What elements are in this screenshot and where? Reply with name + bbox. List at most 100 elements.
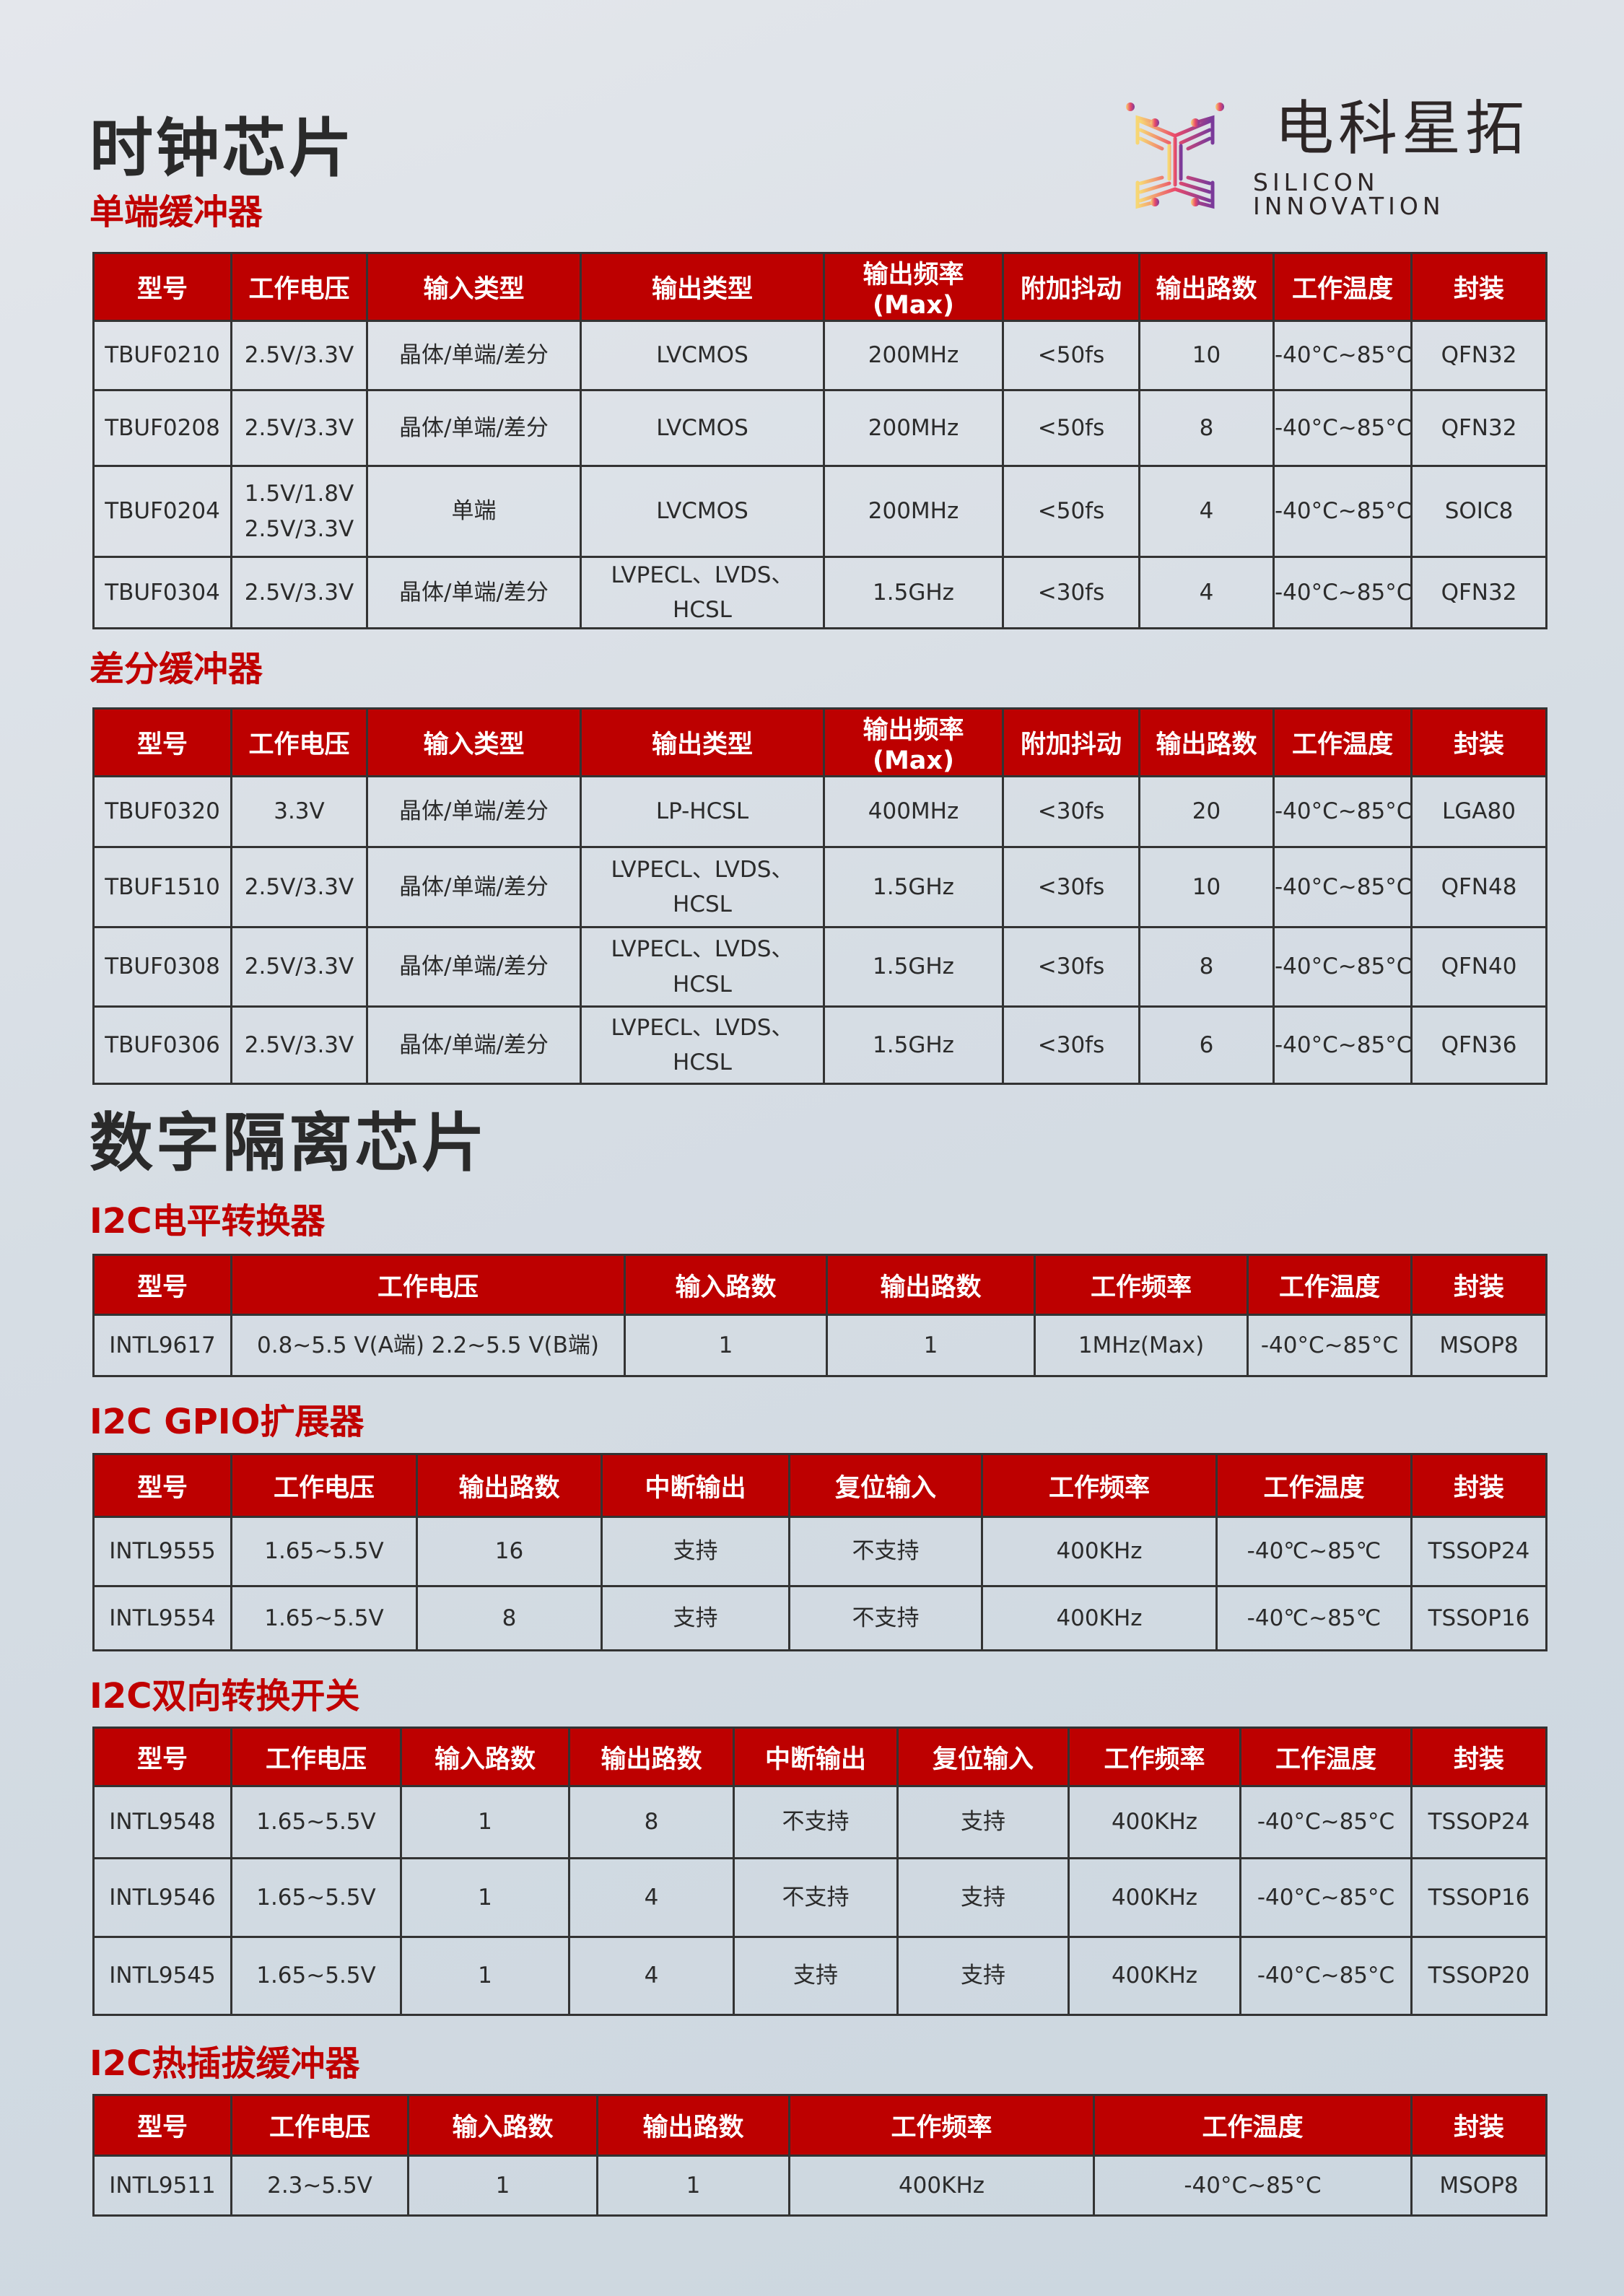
table-cell: 1 xyxy=(400,1857,570,1938)
table-header-row: 型号 工作电压 输入路数 输出路数 工作频率 工作温度 封装 xyxy=(92,2094,1547,2157)
table-header-row: 型号 工作电压 输入类型 输出类型 输出频率(Max) 附加抖动 输出路数 工作温度 封装 xyxy=(92,707,1547,777)
column-header: 工作温度 xyxy=(1093,2094,1413,2157)
table-cell: 4 xyxy=(1138,555,1275,630)
table-cell: 2.5V/3.3V xyxy=(230,389,368,467)
column-header: 输出类型 xyxy=(580,252,825,322)
table-cell: 1.65~5.5V xyxy=(230,1936,402,2016)
table-cell: 400KHz xyxy=(981,1585,1218,1651)
table-row: TBUF0320 3.3V 晶体/单端/差分 LP-HCSL 400MHz <30fs 20… xyxy=(92,775,1547,848)
table-cell: TBUF0204 xyxy=(92,465,232,558)
table-cell: 晶体/单端/差分 xyxy=(366,926,582,1008)
table-cell: LVCMOS xyxy=(580,389,825,467)
table-cell: 1 xyxy=(400,1936,570,2016)
spec-table: 型号 工作电压 输入类型 输出类型 输出频率(Max) 附加抖动 输出路数 工作温度 封装 TBU… xyxy=(92,252,1547,630)
table-cell: 1.65~5.5V xyxy=(230,1785,402,1859)
column-header: 工作电压 xyxy=(230,252,368,322)
table-cell: INTL9555 xyxy=(92,1516,232,1587)
table-cell: TSSOP20 xyxy=(1410,1936,1547,2016)
table-cell: LVPECL、LVDS、HCSL xyxy=(580,555,825,630)
table-row: INTL9545 1.65~5.5V 1 4 支持 支持 400KHz -40°C~85°C T… xyxy=(92,1936,1547,2016)
table-cell: 支持 xyxy=(896,1857,1070,1938)
table-cell: 支持 xyxy=(601,1585,790,1651)
table-cell: 1 xyxy=(826,1314,1036,1377)
table-row: TBUF0308 2.5V/3.3V 晶体/单端/差分 LVPECL、LVDS、HCS… xyxy=(92,926,1547,1008)
table-cell: 400KHz xyxy=(1068,1785,1241,1859)
table-row: INTL9511 2.3~5.5V 1 1 400KHz -40°C~85°C MSOP8 xyxy=(92,2155,1547,2217)
column-header: 工作电压 xyxy=(230,1254,626,1316)
table-subtitle: I2C电平转换器 xyxy=(90,1201,326,1241)
table-cell: INTL9554 xyxy=(92,1585,232,1651)
table-cell: 10 xyxy=(1138,320,1275,391)
table-cell: TBUF0208 xyxy=(92,389,232,467)
column-header: 输出路数 xyxy=(826,1254,1036,1316)
table-cell: 2.5V/3.3V xyxy=(230,846,368,928)
column-header: 封装 xyxy=(1410,252,1547,322)
column-header: 输出类型 xyxy=(580,707,825,777)
table-cell: 1.65~5.5V xyxy=(230,1585,418,1651)
column-header: 附加抖动 xyxy=(1002,252,1140,322)
table-cell: 8 xyxy=(1138,389,1275,467)
table-header-row: 型号 工作电压 输入路数 输出路数 中断输出 复位输入 工作频率 工作温度 封装 xyxy=(92,1727,1547,1787)
table-cell: 200MHz xyxy=(823,389,1004,467)
table-cell: INTL9617 xyxy=(92,1314,232,1377)
table-row: TBUF1510 2.5V/3.3V 晶体/单端/差分 LVPECL、LVDS、HCS… xyxy=(92,846,1547,928)
column-header: 型号 xyxy=(92,252,232,322)
table-cell: 6 xyxy=(1138,1005,1275,1085)
brand-name-en: SILICON INNOVATION xyxy=(1253,168,1445,220)
table-cell: SOIC8 xyxy=(1410,465,1547,558)
table-cell: 不支持 xyxy=(733,1785,899,1859)
column-header: 工作电压 xyxy=(230,2094,409,2157)
table-cell: 晶体/单端/差分 xyxy=(366,320,582,391)
table-cell: <30fs xyxy=(1002,775,1140,848)
section-title-clock-chips: 时钟芯片 xyxy=(90,111,356,185)
table-cell: 2.5V/3.3V xyxy=(230,926,368,1008)
table-cell: 400KHz xyxy=(1068,1936,1241,2016)
table-cell: 1 xyxy=(407,2155,598,2217)
table-cell: QFN48 xyxy=(1410,846,1547,928)
table-cell: 支持 xyxy=(733,1936,899,2016)
column-header: 中断输出 xyxy=(601,1453,790,1518)
table-cell: QFN32 xyxy=(1410,389,1547,467)
table-cell: 8 xyxy=(568,1785,735,1859)
table-row: TBUF0304 2.5V/3.3V 晶体/单端/差分 LVPECL、LVDS、HCS… xyxy=(92,555,1547,630)
table-cell: 1 xyxy=(596,2155,790,2217)
column-header: 工作频率 xyxy=(788,2094,1095,2157)
table-cell: INTL9545 xyxy=(92,1936,232,2016)
table-cell: QFN32 xyxy=(1410,320,1547,391)
table-cell: 1.5GHz xyxy=(823,1005,1004,1085)
table-row: INTL9554 1.65~5.5V 8 支持 不支持 400KHz -40℃~85℃ TSS… xyxy=(92,1585,1547,1651)
table-cell: 1.65~5.5V xyxy=(230,1516,418,1587)
table-cell: LVPECL、LVDS、HCSL xyxy=(580,1005,825,1085)
column-header: 型号 xyxy=(92,1254,232,1316)
table-cell: MSOP8 xyxy=(1410,2155,1547,2217)
table-row: INTL9617 0.8~5.5 V(A端) 2.2~5.5 V(B端) 1 1 1MH… xyxy=(92,1314,1547,1377)
column-header: 附加抖动 xyxy=(1002,707,1140,777)
table-cell: 8 xyxy=(416,1585,603,1651)
table-cell: 8 xyxy=(1138,926,1275,1008)
column-header: 工作温度 xyxy=(1247,1254,1413,1316)
column-header: 型号 xyxy=(92,1453,232,1518)
table-cell: 不支持 xyxy=(788,1585,983,1651)
table-row: TBUF0306 2.5V/3.3V 晶体/单端/差分 LVPECL、LVDS、HCS… xyxy=(92,1005,1547,1085)
table-subtitle: 差分缓冲器 xyxy=(90,649,263,689)
table-cell: LVPECL、LVDS、HCSL xyxy=(580,926,825,1008)
column-header: 封装 xyxy=(1410,2094,1547,2157)
table-cell: -40°C~85°C xyxy=(1247,1314,1413,1377)
column-header: 输出频率(Max) xyxy=(823,707,1004,777)
table-cell: LVPECL、LVDS、HCSL xyxy=(580,846,825,928)
brand-logo: 电科星拓 SILICON INNOVATION xyxy=(1104,85,1552,220)
table-cell: -40°C~85°C xyxy=(1272,775,1413,848)
table-cell: QFN32 xyxy=(1410,555,1547,630)
table-cell: 单端 xyxy=(366,465,582,558)
table-cell: 20 xyxy=(1138,775,1275,848)
table-cell: -40°C~85°C xyxy=(1272,846,1413,928)
table-cell: <30fs xyxy=(1002,555,1140,630)
table-cell: 4 xyxy=(568,1857,735,1938)
table-cell: 16 xyxy=(416,1516,603,1587)
table-cell: 2.5V/3.3V xyxy=(230,1005,368,1085)
table-cell: 1.5GHz xyxy=(823,926,1004,1008)
column-header: 封装 xyxy=(1410,707,1547,777)
table-subtitle: 单端缓冲器 xyxy=(90,192,263,232)
table-cell: 1.5GHz xyxy=(823,846,1004,928)
table-cell: 0.8~5.5 V(A端) 2.2~5.5 V(B端) xyxy=(230,1314,626,1377)
